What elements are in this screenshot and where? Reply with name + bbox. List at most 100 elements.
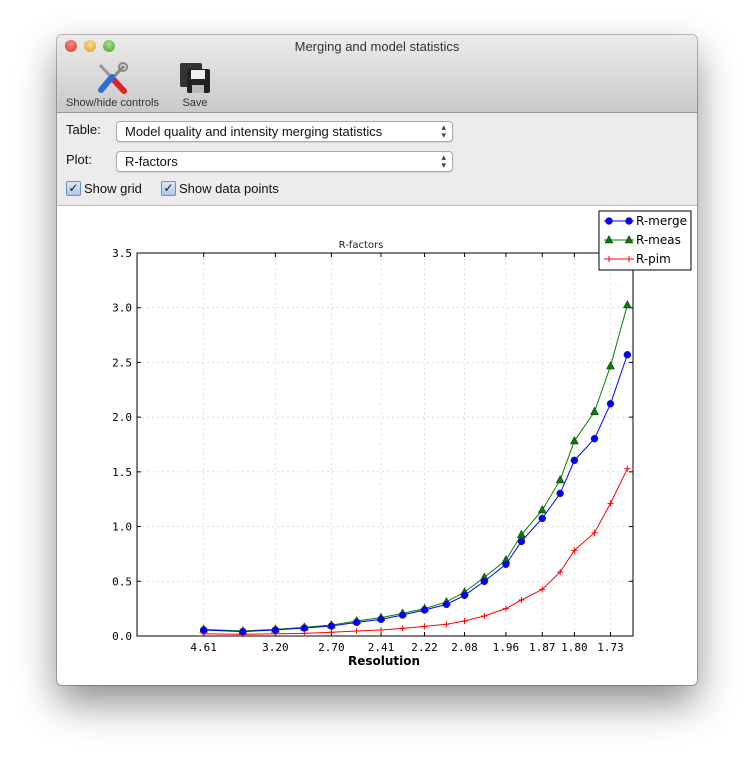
data-point-R-pim: [518, 596, 525, 603]
show-data-points-checkbox[interactable]: ✓ Show data points: [161, 181, 279, 196]
data-point-R-pim: [624, 465, 631, 472]
updown-icon: ▴ ▾: [441, 122, 446, 140]
x-tick-label: 2.22: [411, 641, 438, 654]
data-point-R-pim: [353, 627, 360, 634]
data-point-R-merge: [480, 577, 489, 586]
save-button[interactable]: Save: [178, 61, 212, 109]
minimize-button[interactable]: [84, 40, 96, 52]
window-title: Merging and model statistics: [294, 39, 460, 54]
data-point-R-merge: [352, 618, 361, 627]
updown-icon: ▴ ▾: [441, 152, 446, 170]
data-point-R-pim: [443, 621, 450, 628]
data-point-R-merge: [327, 622, 336, 630]
data-point-R-pim: [591, 529, 598, 536]
show-data-points-label: Show data points: [179, 181, 279, 196]
data-point-R-merge: [442, 600, 451, 609]
x-tick-label: 4.61: [190, 641, 217, 654]
legend-label: R-meas: [636, 233, 681, 247]
x-axis-label: Resolution: [348, 654, 420, 668]
data-point-R-meas: [537, 505, 547, 514]
x-tick-label: 1.80: [561, 641, 588, 654]
data-point-R-pim: [557, 568, 564, 575]
data-point-R-merge: [460, 591, 469, 600]
y-tick-label: 1.0: [112, 521, 132, 534]
tools-icon: [98, 62, 129, 94]
data-point-R-merge: [605, 217, 613, 225]
controls-panel: Table: Model quality and intensity mergi…: [57, 113, 697, 206]
data-point-R-merge: [570, 456, 579, 465]
y-tick-label: 0.5: [112, 575, 132, 588]
checkmark-icon: ✓: [66, 181, 81, 196]
legend-label: R-merge: [636, 214, 687, 228]
y-tick-label: 0.0: [112, 630, 132, 643]
data-point-R-merge: [606, 400, 615, 408]
legend-label: R-pim: [636, 252, 671, 266]
data-point-R-pim: [421, 623, 428, 630]
data-point-R-pim: [626, 256, 632, 262]
data-point-R-meas: [590, 406, 599, 415]
show-grid-label: Show grid: [84, 181, 142, 196]
data-point-R-merge: [538, 514, 547, 523]
data-point-R-pim: [328, 629, 335, 636]
data-point-R-merge: [420, 606, 429, 614]
data-point-R-merge: [517, 537, 526, 546]
data-point-R-merge: [271, 626, 280, 634]
data-point-R-pim: [539, 586, 546, 593]
data-point-R-meas: [606, 361, 615, 370]
x-tick-label: 1.87: [529, 641, 556, 654]
data-point-R-merge: [300, 624, 309, 632]
data-point-R-merge: [377, 615, 385, 624]
data-point-R-merge: [625, 217, 633, 225]
data-point-R-meas: [622, 299, 632, 309]
data-point-R-meas: [624, 234, 634, 244]
plot-frame: [136, 252, 634, 637]
y-tick-label: 3.5: [112, 247, 132, 260]
save-label: Save: [182, 97, 208, 109]
plot-select[interactable]: R-factors ▴ ▾: [116, 151, 453, 172]
x-tick-label: 2.70: [318, 641, 345, 654]
y-tick-label: 1.5: [112, 466, 132, 479]
x-tick-label: 1.96: [493, 641, 520, 654]
save-icon: [180, 63, 210, 93]
y-tick-label: 3.0: [112, 302, 132, 315]
data-point-R-pim: [571, 547, 578, 554]
x-tick-label: 3.20: [262, 641, 289, 654]
data-point-R-pim: [607, 500, 614, 507]
data-point-R-merge: [556, 489, 564, 498]
data-point-R-pim: [399, 625, 406, 632]
chart-title: R-factors: [339, 240, 384, 251]
show-hide-controls-button[interactable]: Show/hide controls: [66, 61, 159, 109]
zoom-button[interactable]: [103, 40, 115, 52]
checkmark-icon: ✓: [161, 181, 176, 196]
data-point-R-pim: [377, 626, 384, 633]
y-tick-label: 2.5: [112, 356, 132, 369]
plot-select-value: R-factors: [125, 154, 178, 169]
data-point-R-merge: [199, 626, 208, 634]
plot-label: Plot:: [66, 152, 93, 167]
data-point-R-meas: [555, 474, 565, 484]
y-tick-label: 2.0: [112, 411, 132, 424]
data-point-R-pim: [502, 605, 509, 612]
show-grid-checkbox[interactable]: ✓ Show grid: [66, 181, 142, 196]
series-line-R-meas: [203, 304, 628, 632]
x-tick-label: 2.08: [451, 641, 478, 654]
close-button[interactable]: [65, 40, 77, 52]
data-point-R-pim: [606, 256, 612, 262]
series-line-R-pim: [203, 468, 628, 635]
x-tick-label: 2.41: [368, 641, 395, 654]
app-window: Merging and model statistics Show/hide c…: [57, 35, 697, 685]
data-point-R-pim: [461, 618, 468, 625]
data-point-R-merge: [398, 611, 407, 619]
x-tick-label: 1.73: [597, 641, 624, 654]
title-bar: Merging and model statistics Show/hide c…: [57, 35, 697, 113]
data-point-R-merge: [502, 560, 510, 569]
table-select[interactable]: Model quality and intensity merging stat…: [116, 121, 453, 142]
data-point-R-merge: [239, 627, 247, 636]
series-line-R-merge: [203, 354, 628, 633]
data-point-R-pim: [481, 612, 488, 619]
data-point-R-merge: [623, 351, 632, 359]
table-select-value: Model quality and intensity merging stat…: [125, 124, 383, 139]
data-point-R-merge: [590, 434, 599, 443]
data-point-R-meas: [604, 234, 614, 244]
